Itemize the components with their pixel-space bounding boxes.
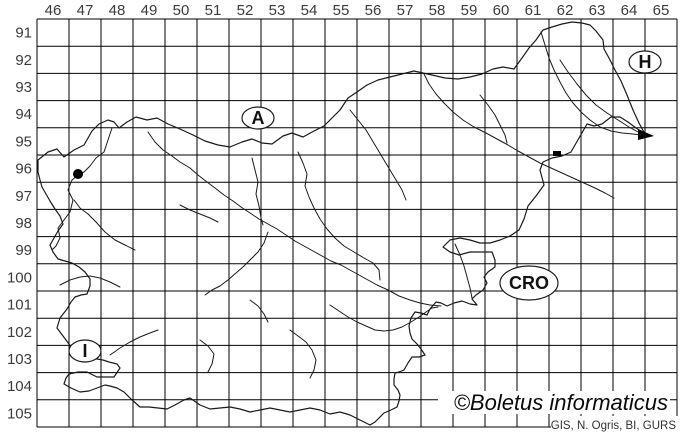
river-line xyxy=(51,127,113,251)
river-layer xyxy=(51,31,642,379)
river-line xyxy=(559,59,639,133)
credits-layer: ©Boletus informaticus GIS, N. Ogris, BI,… xyxy=(438,390,678,432)
row-label-103: 103 xyxy=(7,351,32,368)
country-code: I xyxy=(82,341,87,361)
row-label-96: 96 xyxy=(15,161,32,178)
river-line xyxy=(349,109,407,201)
col-label-57: 57 xyxy=(397,2,414,19)
country-ellipse xyxy=(241,106,275,130)
col-label-46: 46 xyxy=(45,2,62,19)
river-line xyxy=(199,339,215,373)
col-label-59: 59 xyxy=(461,2,478,19)
river-line xyxy=(454,243,473,299)
col-label-58: 58 xyxy=(429,2,446,19)
country-code: CRO xyxy=(509,273,549,293)
attribution-text: GIS, N. Ogris, BI, GURS xyxy=(551,420,677,432)
river-line xyxy=(479,94,508,144)
row-label-94: 94 xyxy=(15,106,32,123)
country-border-layer xyxy=(37,21,654,426)
row-label-95: 95 xyxy=(15,133,32,150)
col-label-64: 64 xyxy=(621,2,638,19)
east-tip-marker xyxy=(638,129,654,140)
slovenia-border xyxy=(37,21,646,426)
border-junction-marker xyxy=(553,151,561,156)
row-label-100: 100 xyxy=(7,269,32,286)
country-ellipse xyxy=(499,265,559,301)
river-line xyxy=(73,199,136,251)
river-line xyxy=(179,204,219,223)
col-label-48: 48 xyxy=(109,2,126,19)
country-labels-layer: A H CRO I xyxy=(68,50,662,363)
river-line xyxy=(297,151,381,281)
occurrence-dot xyxy=(73,169,83,179)
col-label-61: 61 xyxy=(525,2,542,19)
col-label-51: 51 xyxy=(205,2,222,19)
country-label-h: H xyxy=(628,50,662,74)
river-line xyxy=(540,31,642,136)
row-label-92: 92 xyxy=(15,52,32,69)
col-label-49: 49 xyxy=(141,2,158,19)
grid-row-labels: 91 92 93 94 95 96 97 98 99 100 101 102 103 104 105 xyxy=(7,25,32,423)
river-line xyxy=(147,131,442,307)
river-line xyxy=(329,304,439,332)
river-line xyxy=(204,231,269,296)
occurrence-layer xyxy=(73,169,83,179)
country-ellipse xyxy=(628,50,662,74)
col-label-53: 53 xyxy=(269,2,286,19)
col-label-62: 62 xyxy=(557,2,574,19)
watermark-text: ©Boletus informaticus xyxy=(454,390,668,415)
country-code: A xyxy=(252,108,265,128)
river-line xyxy=(289,329,317,379)
col-label-47: 47 xyxy=(77,2,94,19)
col-label-50: 50 xyxy=(173,2,190,19)
country-ellipse xyxy=(68,339,102,363)
row-label-102: 102 xyxy=(7,324,32,341)
watermark-backplate xyxy=(438,391,670,414)
row-label-105: 105 xyxy=(7,405,32,422)
col-label-60: 60 xyxy=(493,2,510,19)
grid-col-labels: 46 47 48 49 50 51 52 53 54 55 56 57 58 59 60 61 62 63 64 65 xyxy=(45,2,670,19)
river-line xyxy=(59,275,121,288)
attribution-backplate xyxy=(551,416,678,432)
country-label-i: I xyxy=(68,339,102,363)
row-label-93: 93 xyxy=(15,79,32,96)
country-code: H xyxy=(639,52,652,72)
col-label-56: 56 xyxy=(365,2,382,19)
row-label-98: 98 xyxy=(15,215,32,232)
row-label-91: 91 xyxy=(15,25,32,42)
row-label-101: 101 xyxy=(7,297,32,314)
river-line xyxy=(249,299,269,323)
river-line xyxy=(251,157,264,226)
row-label-97: 97 xyxy=(15,188,32,205)
country-label-a: A xyxy=(241,106,275,130)
col-label-52: 52 xyxy=(237,2,254,19)
col-label-65: 65 xyxy=(653,2,670,19)
row-label-104: 104 xyxy=(7,378,32,395)
river-line xyxy=(423,73,615,199)
river-line xyxy=(109,329,159,356)
country-label-cro: CRO xyxy=(499,265,559,301)
col-label-63: 63 xyxy=(589,2,606,19)
row-label-99: 99 xyxy=(15,242,32,259)
col-label-55: 55 xyxy=(333,2,350,19)
grid-lines xyxy=(36,18,678,428)
col-label-54: 54 xyxy=(301,2,318,19)
